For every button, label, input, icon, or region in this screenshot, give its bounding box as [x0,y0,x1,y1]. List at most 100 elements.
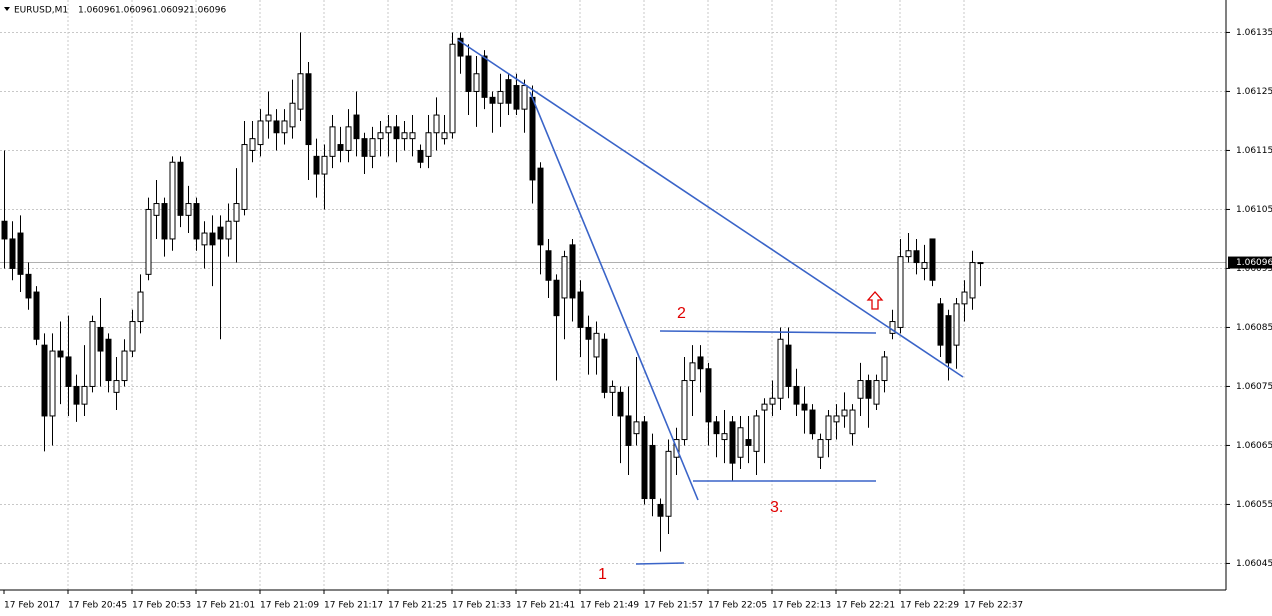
annotation: 3. [770,499,783,516]
candle-body [705,368,712,423]
candle-body [969,262,976,299]
last-price-box [1228,256,1272,269]
candle-body [41,344,48,417]
candle-body [793,385,800,405]
x-tick-label: 17 Feb 22:05 [708,601,767,611]
candle-body [457,37,464,57]
x-tick-label: 17 Feb 22:21 [836,601,895,611]
candle-body [681,380,688,441]
y-tick-label: 1.06115 [1236,146,1272,156]
x-tick-label: 17 Feb 21:09 [260,601,319,611]
ohlc-high: 1.06096 [115,6,152,16]
candle-body [233,203,240,222]
candle-body [161,203,168,240]
candle-body [385,126,392,134]
y-tick-label: 1.06135 [1236,28,1272,38]
candle-body [441,132,448,140]
axis-labels: 1.06045 1.06055 1.06065 1.06075 1.06085 1.060… [3,28,1272,611]
annotation: 2 [677,305,686,322]
candle-body [953,303,960,346]
candle-body [753,415,760,452]
arrow-up [866,291,884,310]
candle-body [217,226,224,240]
candle-body [193,203,200,240]
candle-body [785,344,792,387]
candle-body [801,403,808,411]
candle-body [849,409,856,435]
candle-body [489,96,496,104]
menu-triangle [4,7,10,11]
candle-body [201,232,208,246]
y-tick-label: 1.06085 [1236,323,1272,333]
candle-body [841,409,848,417]
ohlc-close: 1.06096 [189,6,226,16]
candle-body [241,144,248,210]
candle-body [17,232,24,275]
candle-body [425,132,432,157]
candle-body [529,96,536,181]
candle-body [145,208,152,275]
candle-body [25,273,32,299]
candle-body [481,55,488,98]
candle-body [313,155,320,175]
y-tick-label: 1.06065 [1236,441,1272,451]
candle-body [585,326,592,340]
candle-body [321,155,328,175]
candle-body [593,332,600,358]
candle-body [881,356,888,382]
candle-body [393,126,400,140]
candle-body [617,391,624,417]
y-tick-label: 1.06055 [1236,500,1272,510]
drawings [457,39,964,565]
x-tick-label: 17 Feb 21:57 [644,601,703,611]
candle-body [89,321,96,387]
candle-body [465,55,472,92]
candle-body [281,120,288,134]
candle-body [137,291,144,323]
candle-body [825,415,832,441]
x-tick-label: 17 Feb 21:17 [324,601,383,611]
candle-body [737,427,744,458]
candle-body [945,315,952,364]
candle-body [353,114,360,140]
candle-body [857,380,864,399]
candle-body [545,250,552,281]
candle-body [929,238,936,281]
candle-body [289,102,296,128]
x-tick-label: 17 Feb 21:49 [580,601,639,611]
candle-body [9,238,16,269]
candle-body [113,380,120,393]
candle-body [273,120,280,134]
candle-body [609,385,616,393]
candle-body [649,444,656,500]
candle-body [249,138,256,151]
candle-body [65,356,72,387]
trend-line [529,91,699,501]
candle-body [961,291,968,305]
candle-body [433,114,440,134]
y-tick-label: 1.06105 [1236,205,1272,215]
candle-body [81,385,88,405]
candle-body [561,256,568,299]
candle-body [921,262,928,269]
candle-body [297,73,304,110]
candle-body [409,132,416,140]
symbol: EURUSD,M1 [14,6,68,16]
candle-body [73,385,80,405]
candle-body [33,291,40,340]
candle-body [57,350,64,358]
x-tick-label: 17 Feb 21:25 [388,601,447,611]
candle-body [209,232,216,246]
candle-body [657,503,664,517]
candle-body [377,132,384,140]
candle-body [873,380,880,405]
candle-body [905,250,912,258]
candle-body [577,291,584,328]
candle-body [769,397,776,405]
trend-line [457,39,964,378]
candle-body [761,403,768,411]
candle-body [641,421,648,500]
candle-body [721,433,728,441]
